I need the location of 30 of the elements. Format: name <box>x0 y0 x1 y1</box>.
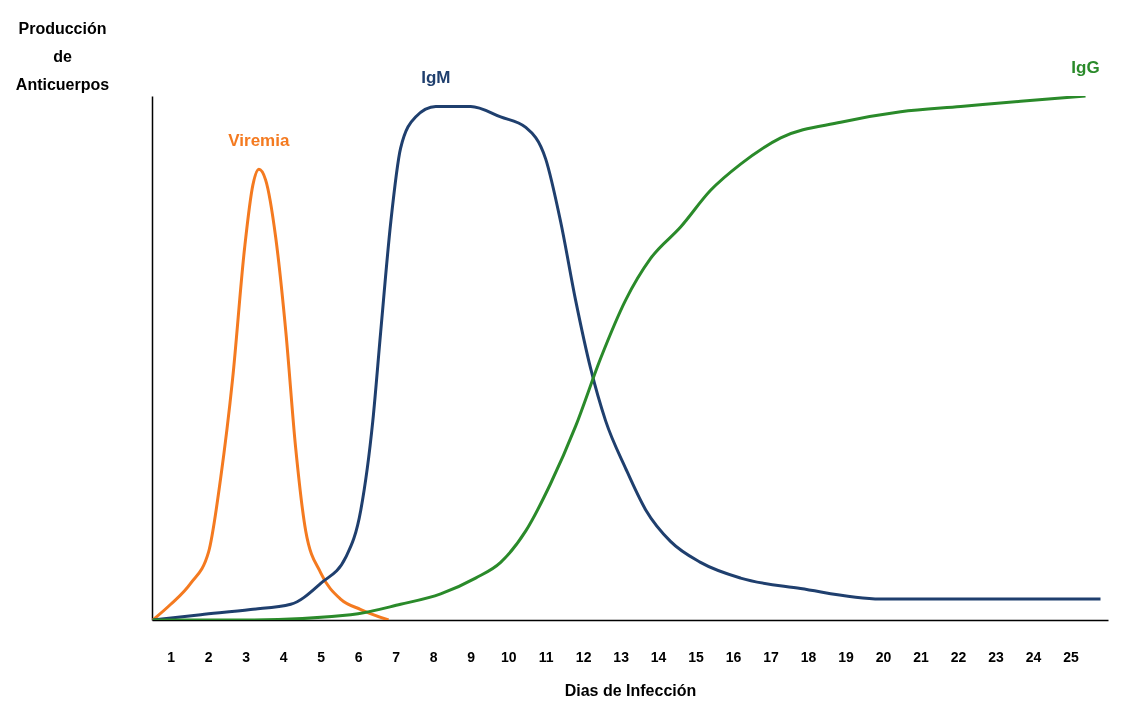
x-tick-label: 14 <box>650 648 667 665</box>
series-label: Viremia <box>228 131 290 151</box>
x-tick-label: 25 <box>1063 648 1080 665</box>
x-tick-label: 9 <box>467 648 476 665</box>
x-tick-label: 1 <box>167 648 176 665</box>
x-tick-label: 5 <box>317 648 326 665</box>
x-tick-label: 22 <box>950 648 967 665</box>
y-axis-title: Producción de Anticuerpos <box>15 19 110 93</box>
x-tick-label: 6 <box>354 648 363 665</box>
x-tick-label: 13 <box>613 648 630 665</box>
x-tick-label: 18 <box>800 648 817 665</box>
x-tick-label: 17 <box>763 648 780 665</box>
x-tick-label: 11 <box>538 648 554 665</box>
x-tick-label: 21 <box>913 648 930 665</box>
x-tick-label: 2 <box>204 648 213 665</box>
x-tick-label: 7 <box>392 648 401 665</box>
x-tick-label: 20 <box>875 648 892 665</box>
x-tick-label: 15 <box>688 648 705 665</box>
x-axis-title: Dias de Infección <box>564 681 697 699</box>
series-label: IgM <box>421 68 451 88</box>
x-tick-label: 19 <box>838 648 855 665</box>
x-tick-label: 12 <box>575 648 592 665</box>
x-tick-label: 16 <box>725 648 742 665</box>
x-tick-label: 3 <box>242 648 251 665</box>
x-tick-label: 4 <box>279 648 288 665</box>
x-tick-label: 23 <box>988 648 1005 665</box>
series-label: IgG <box>1071 58 1100 77</box>
x-tick-label: 24 <box>1025 648 1042 665</box>
x-tick-label: 10 <box>500 648 517 665</box>
x-tick-label: 8 <box>429 648 438 665</box>
